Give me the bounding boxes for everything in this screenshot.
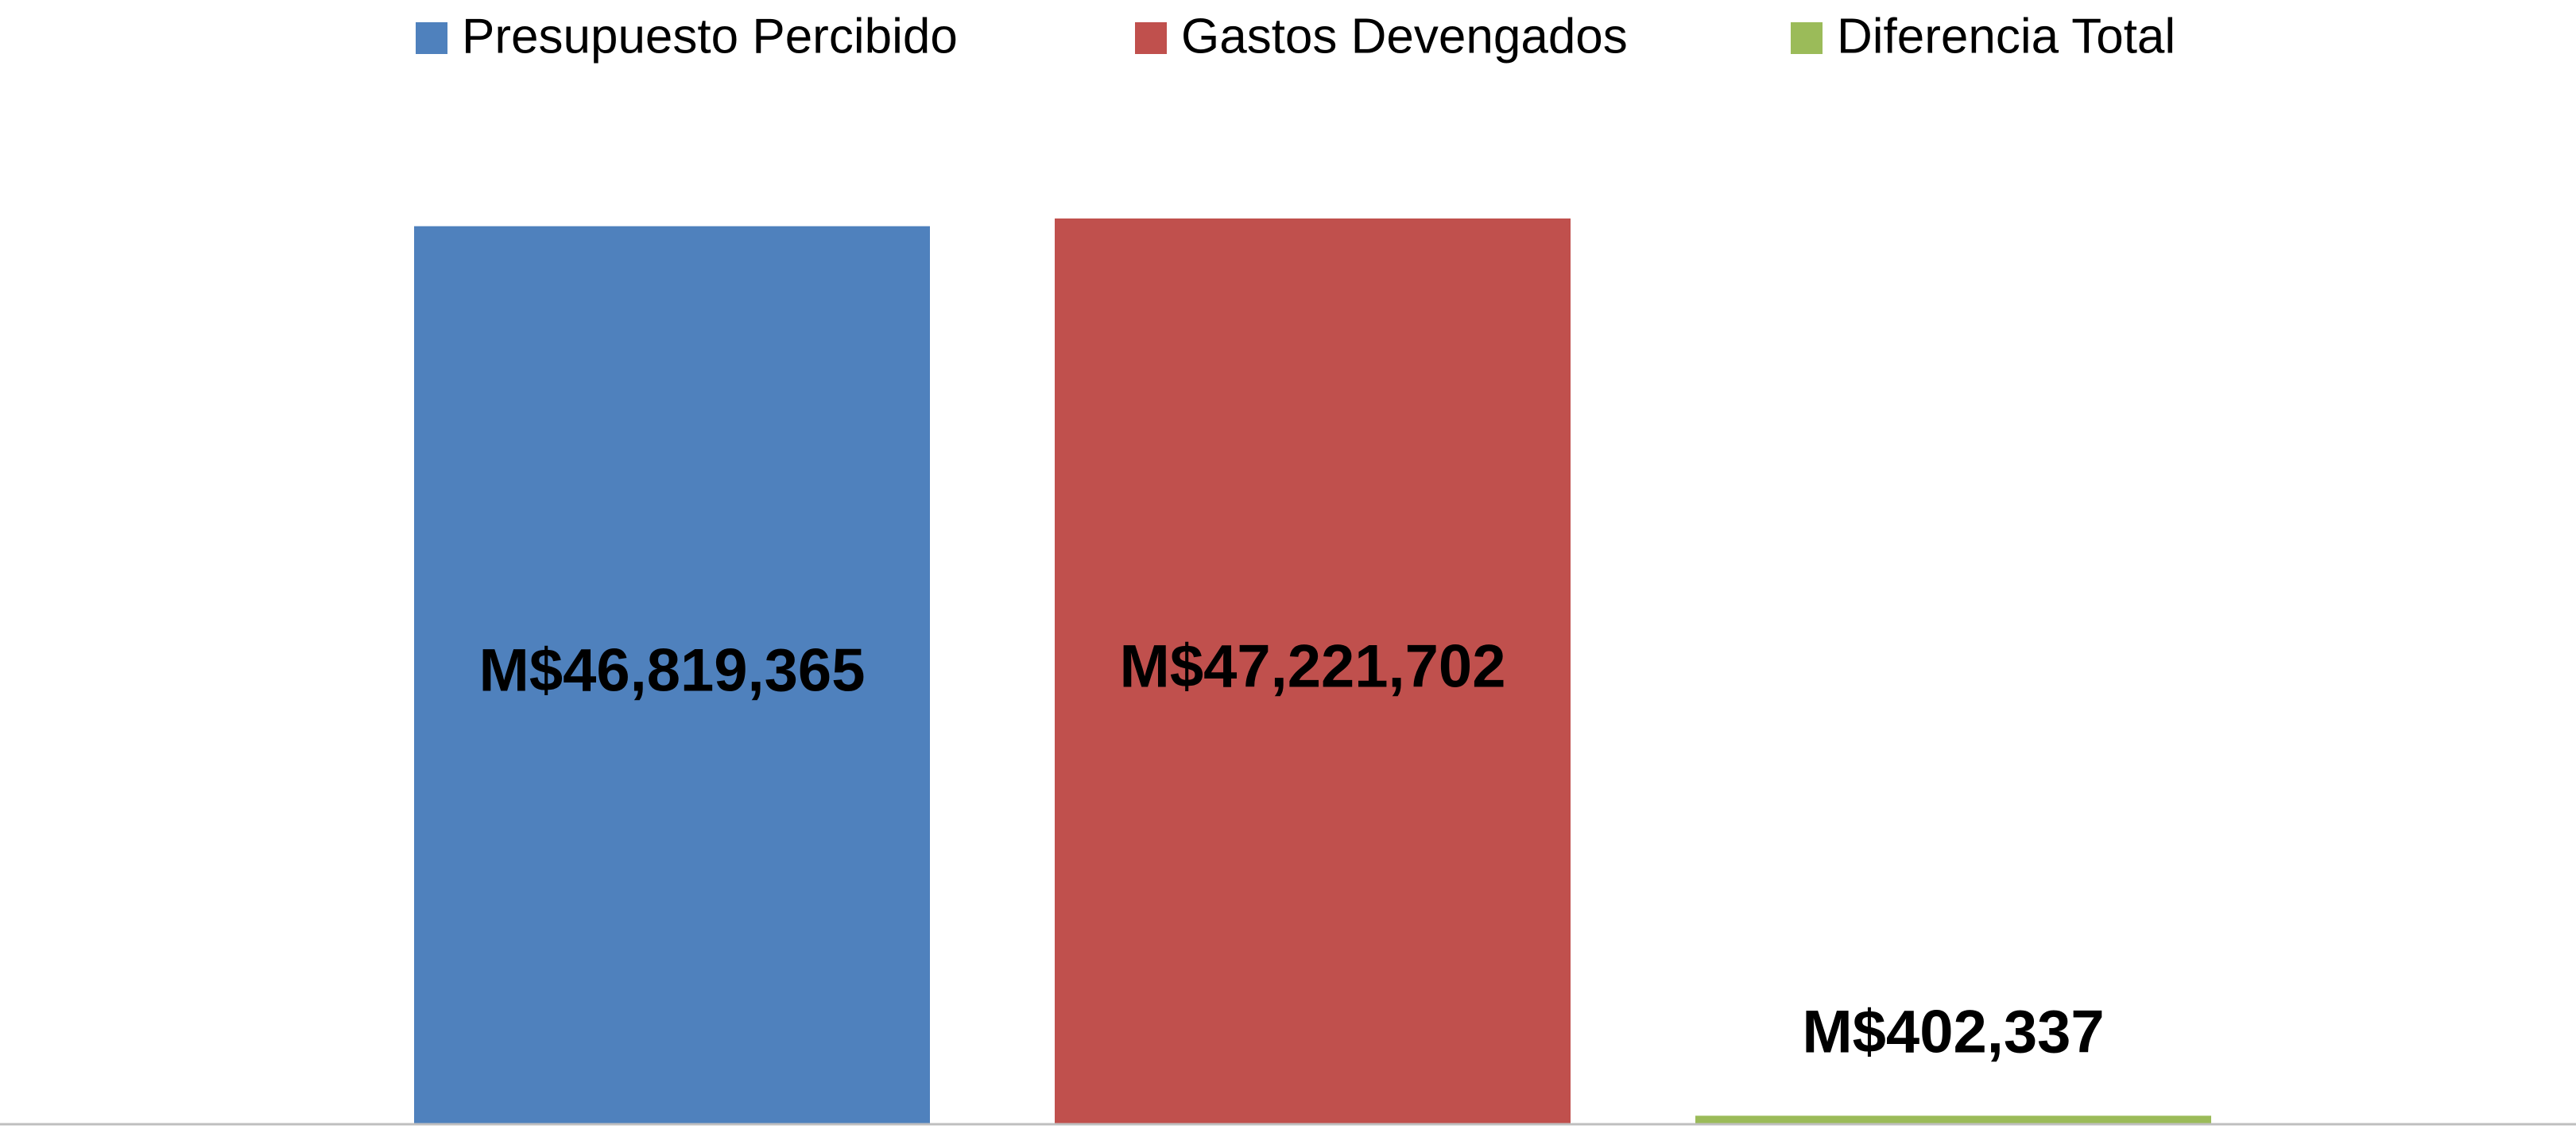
bar	[414, 226, 930, 1123]
legend-swatch	[1135, 22, 1167, 54]
data-label: M$402,337	[1802, 998, 2104, 1065]
data-label: M$47,221,702	[1120, 633, 1506, 701]
bar	[1695, 1115, 2211, 1123]
legend-label: Gastos Devengados	[1181, 9, 1628, 64]
legend-label: Diferencia Total	[1837, 9, 2175, 64]
legend-swatch	[1791, 22, 1823, 54]
data-label: M$46,819,365	[479, 636, 866, 704]
legend-swatch	[416, 22, 447, 54]
legend-label: Presupuesto Percibido	[462, 9, 958, 64]
bar	[1055, 218, 1571, 1123]
